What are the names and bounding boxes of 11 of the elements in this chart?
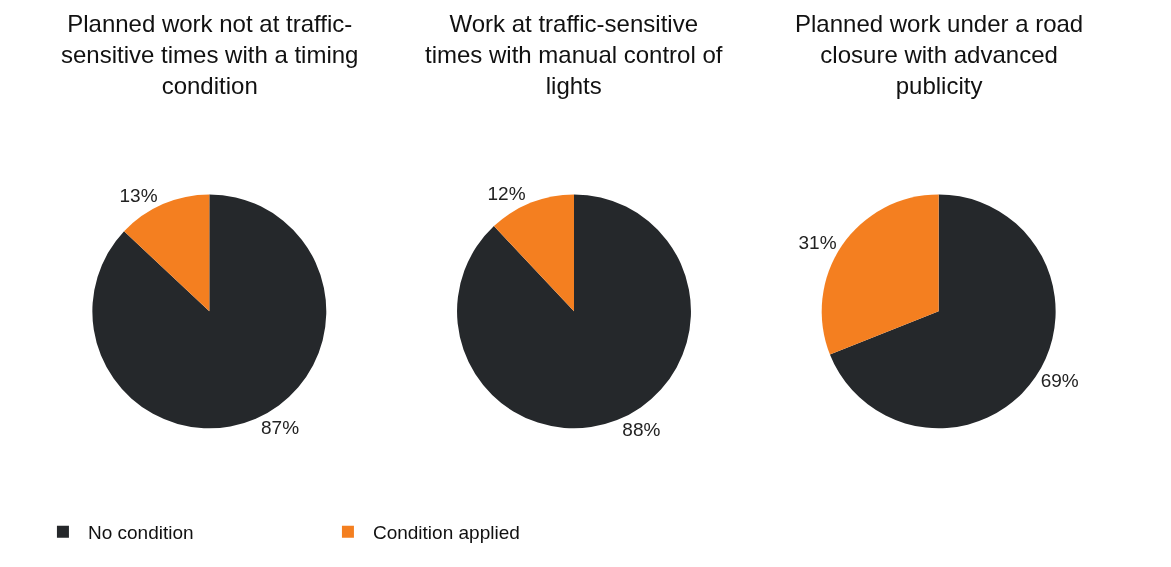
data-label: 12% — [487, 183, 526, 205]
chart-title: Planned work not at traffic-sensitive times with a timing condition — [61, 10, 359, 100]
data-label: 13% — [119, 184, 158, 206]
chart-title: Work at traffic-sensitive times with manual control of lights — [425, 10, 723, 100]
data-label: 69% — [1040, 369, 1079, 391]
data-label: 88% — [622, 418, 661, 440]
data-label: 87% — [261, 417, 300, 439]
data-label: 31% — [798, 231, 837, 253]
chart-title: Planned work under a road closure with advanced publicity — [795, 10, 1084, 100]
legend-label: Condition applied — [372, 522, 520, 544]
legend-label: No condition — [87, 522, 194, 544]
